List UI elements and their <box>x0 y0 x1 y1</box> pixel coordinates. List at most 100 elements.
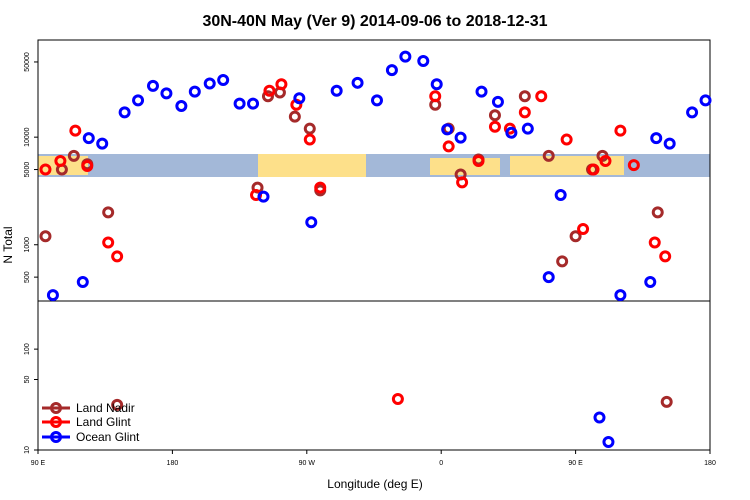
point-ocean-glint <box>475 85 488 98</box>
point-ocean-glint <box>650 132 663 145</box>
legend-swatch-marker <box>50 416 62 428</box>
point-land-nadir <box>569 230 582 243</box>
point-ocean-glint <box>118 106 131 119</box>
point-land-glint <box>587 163 600 176</box>
point-land-glint <box>442 140 455 153</box>
legend-entry-land-nadir: Land Nadir <box>42 401 135 415</box>
legend: Land Nadir Land Glint Ocean Glint <box>42 401 140 444</box>
data-points <box>39 50 712 449</box>
point-ocean-glint <box>257 190 270 203</box>
point-land-nadir <box>660 395 673 408</box>
point-ocean-glint <box>96 137 109 150</box>
y-axis-bottom: 10 50 100 <box>24 343 38 454</box>
y-tick-label: 1000 <box>24 237 31 253</box>
y-axis-top: 500 1000 5000 10000 50000 <box>24 52 38 283</box>
point-land-nadir <box>67 149 80 162</box>
point-ocean-glint <box>233 97 246 110</box>
legend-swatch-marker <box>50 402 62 414</box>
point-ocean-glint <box>385 64 398 77</box>
point-ocean-glint <box>430 78 443 91</box>
point-land-glint <box>488 120 501 133</box>
x-tick-label: 90 W <box>299 460 316 467</box>
point-land-glint <box>391 393 404 406</box>
point-land-glint <box>472 155 485 168</box>
point-land-glint <box>275 78 288 91</box>
point-ocean-glint <box>686 106 699 119</box>
point-ocean-glint <box>663 137 676 150</box>
point-land-glint <box>627 159 640 172</box>
point-land-glint <box>429 90 442 103</box>
map-land-north-america <box>258 154 366 177</box>
point-ocean-glint <box>351 76 364 89</box>
point-land-glint <box>599 155 612 168</box>
legend-swatch-marker <box>50 431 62 443</box>
x-axis-label: Longitude (deg E) <box>327 477 422 491</box>
point-land-glint <box>39 163 52 176</box>
point-land-glint <box>560 133 573 146</box>
y-tick-label: 10000 <box>24 127 31 147</box>
point-land-nadir <box>556 255 569 268</box>
point-ocean-glint <box>46 289 59 302</box>
point-ocean-glint <box>521 122 534 135</box>
point-ocean-glint <box>76 276 89 289</box>
point-land-glint <box>102 236 115 249</box>
point-land-nadir <box>651 206 664 219</box>
point-ocean-glint <box>160 87 173 100</box>
point-ocean-glint <box>602 436 615 449</box>
y-tick-label: 10 <box>24 446 31 454</box>
point-ocean-glint <box>399 50 412 63</box>
x-tick-label: 0 <box>439 460 443 467</box>
x-tick-label: 90 E <box>568 460 583 467</box>
point-ocean-glint <box>217 73 230 86</box>
point-ocean-glint <box>146 79 159 92</box>
x-tick-label: 90 E <box>31 460 46 467</box>
y-tick-label: 5000 <box>24 162 31 178</box>
point-land-nadir <box>303 122 316 135</box>
legend-entry-land-glint: Land Glint <box>42 415 131 429</box>
point-land-nadir <box>542 149 555 162</box>
point-land-glint <box>69 124 82 137</box>
point-ocean-glint <box>441 123 454 136</box>
chart-title: 30N-40N May (Ver 9) 2014-09-06 to 2018-1… <box>202 13 547 30</box>
y-tick-label: 100 <box>24 343 31 355</box>
point-ocean-glint <box>454 131 467 144</box>
point-land-nadir <box>288 110 301 123</box>
x-axis: 90 E 180 90 W 0 90 E 180 <box>31 450 716 467</box>
point-ocean-glint <box>330 84 343 97</box>
y-tick-label: 500 <box>24 271 31 283</box>
point-land-glint <box>111 250 124 263</box>
point-ocean-glint <box>644 276 657 289</box>
point-land-nadir <box>488 109 501 122</box>
x-tick-label: 180 <box>704 460 716 467</box>
point-land-glint <box>659 250 672 263</box>
point-ocean-glint <box>370 94 383 107</box>
point-ocean-glint <box>554 188 567 201</box>
legend-label: Land Glint <box>76 415 131 429</box>
world-map-band <box>38 154 710 177</box>
point-ocean-glint <box>614 289 627 302</box>
point-land-nadir <box>102 206 115 219</box>
point-ocean-glint <box>203 77 216 90</box>
point-land-glint <box>577 223 590 236</box>
point-land-glint <box>314 181 327 194</box>
point-ocean-glint <box>247 97 260 110</box>
point-ocean-glint <box>175 99 188 112</box>
y-axis-label: N Total <box>1 226 15 263</box>
point-ocean-glint <box>293 92 306 105</box>
point-ocean-glint <box>505 126 518 139</box>
point-land-glint <box>535 90 548 103</box>
point-land-nadir <box>39 230 52 243</box>
point-ocean-glint <box>699 94 712 107</box>
point-ocean-glint <box>542 271 555 284</box>
point-land-nadir <box>261 90 274 103</box>
point-ocean-glint <box>417 55 430 68</box>
legend-label: Land Nadir <box>76 401 135 415</box>
point-land-glint <box>456 176 469 189</box>
point-ocean-glint <box>82 132 95 145</box>
legend-label: Ocean Glint <box>76 430 140 444</box>
point-land-glint <box>263 84 276 97</box>
y-tick-label: 50 <box>24 375 31 383</box>
point-ocean-glint <box>491 95 504 108</box>
point-land-glint <box>614 124 627 137</box>
